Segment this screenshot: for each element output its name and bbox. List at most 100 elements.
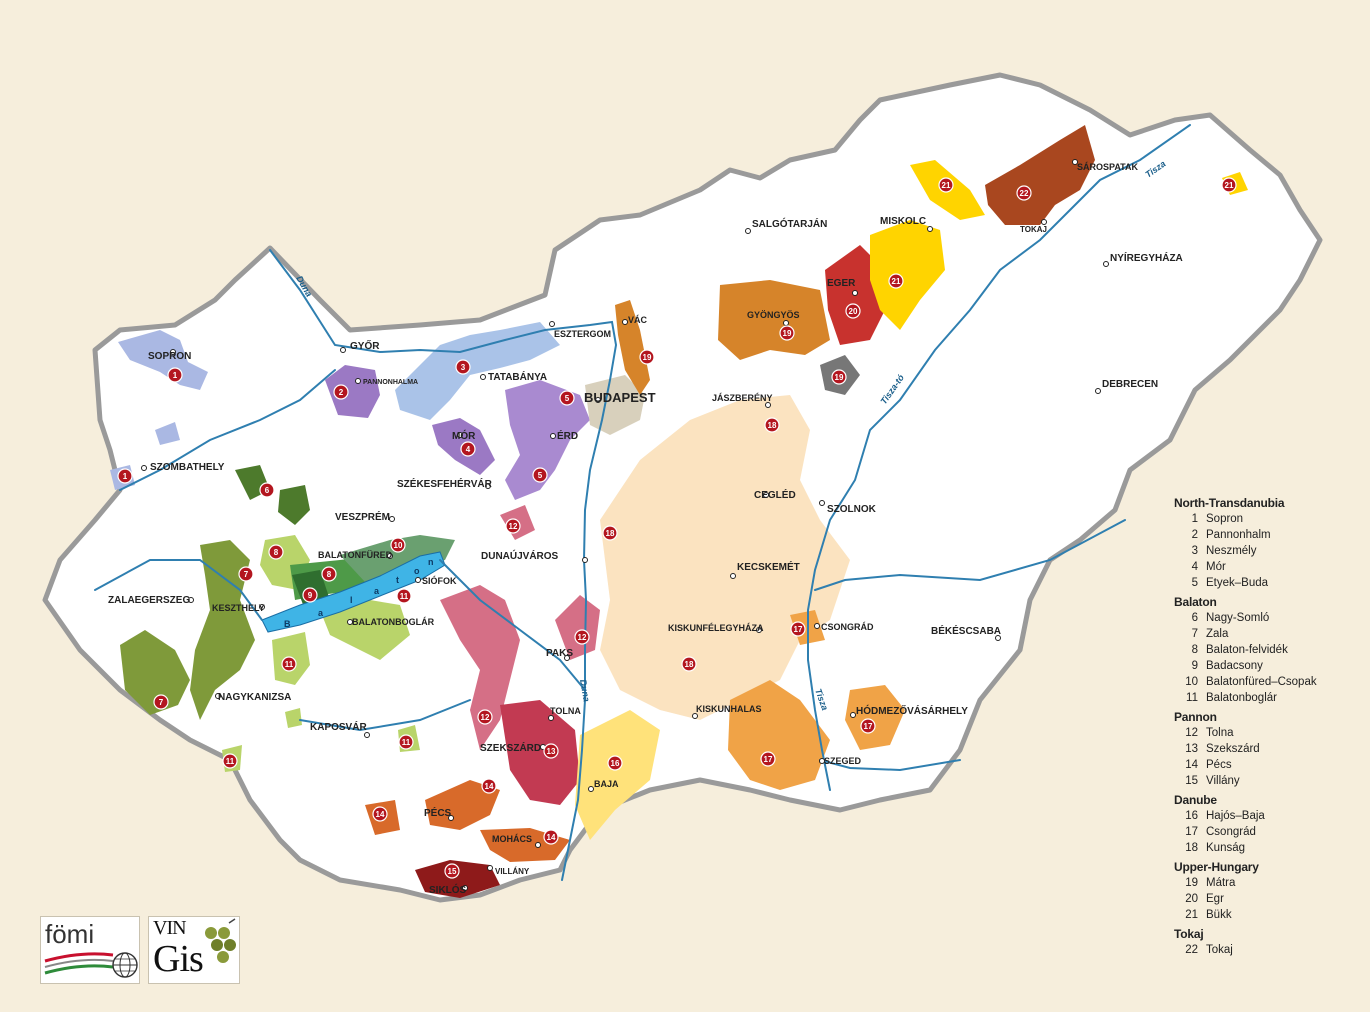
- region-marker[interactable]: 11: [222, 753, 238, 769]
- svg-text:14: 14: [547, 833, 556, 842]
- legend-item: 12 Tolna: [1174, 725, 1354, 741]
- legend-item: 18 Kunság: [1174, 840, 1354, 856]
- legend-group-title: Upper-Hungary: [1174, 860, 1259, 874]
- legend-item-number: 16: [1185, 810, 1198, 822]
- fomi-logo: fömi: [40, 916, 140, 984]
- region-marker[interactable]: 17: [860, 718, 876, 734]
- svg-text:1: 1: [173, 371, 178, 380]
- river-kapos: [299, 699, 471, 732]
- legend-item-number: 18: [1185, 842, 1198, 854]
- region-marker[interactable]: 21: [1221, 177, 1237, 193]
- legend-item-name: Balatonboglár: [1206, 692, 1277, 704]
- city-veszprem: VESZPRÉM: [335, 510, 390, 523]
- region-marker[interactable]: 3: [455, 359, 471, 375]
- legend-item-number: 2: [1191, 529, 1198, 541]
- region-etyek: [505, 380, 590, 500]
- legend-item-name: Nagy-Somló: [1206, 612, 1270, 624]
- legend-item-number: 20: [1185, 893, 1198, 905]
- region-marker[interactable]: 8: [268, 544, 284, 560]
- region-marker[interactable]: 1: [117, 468, 133, 484]
- svg-text:15: 15: [448, 867, 457, 876]
- svg-text:11: 11: [285, 660, 294, 669]
- city-szeged: SZEGED: [824, 756, 862, 766]
- city-mor: MÓR: [452, 429, 476, 442]
- legend-item: 9 Badacsony: [1174, 658, 1354, 674]
- wine-region-patches: [110, 125, 1248, 898]
- city-nagykanizsa: NAGYKANIZSA: [218, 692, 291, 703]
- region-marker[interactable]: 12: [477, 709, 493, 725]
- svg-text:17: 17: [794, 625, 803, 634]
- region-marker[interactable]: 21: [888, 273, 904, 289]
- city-gyor: GYŐR: [350, 339, 380, 352]
- region-marker[interactable]: 7: [153, 694, 169, 710]
- region-marker[interactable]: 19: [779, 325, 795, 341]
- legend-group-title: Tokaj: [1174, 927, 1204, 941]
- region-hajos: [575, 710, 660, 840]
- region-marker[interactable]: 21: [938, 177, 954, 193]
- region-marker[interactable]: 11: [396, 588, 412, 604]
- region-marker[interactable]: 11: [398, 734, 414, 750]
- vingis-logo-vin: VIN: [153, 917, 187, 939]
- legend-item: 3 Neszmély: [1174, 543, 1354, 559]
- lake-letter: n: [428, 557, 434, 567]
- svg-text:12: 12: [578, 633, 587, 642]
- svg-text:9: 9: [308, 591, 313, 600]
- region-marker[interactable]: 18: [681, 656, 697, 672]
- city-villany: VILLÁNY: [495, 867, 530, 876]
- region-marker[interactable]: 4: [460, 441, 476, 457]
- legend-item-name: Bükk: [1206, 909, 1232, 921]
- region-marker[interactable]: 5: [559, 390, 575, 406]
- region-marker[interactable]: 14: [543, 829, 559, 845]
- legend-item: 4 Mór: [1174, 559, 1354, 575]
- region-tokaj: [985, 125, 1095, 225]
- region-marker[interactable]: 22: [1016, 185, 1032, 201]
- legend-item-number: 10: [1185, 676, 1198, 688]
- region-marker[interactable]: 12: [574, 629, 590, 645]
- legend-item-name: Tolna: [1206, 727, 1234, 739]
- region-matra: [718, 280, 830, 360]
- region-marker[interactable]: 17: [790, 621, 806, 637]
- region-marker[interactable]: 18: [602, 525, 618, 541]
- region-marker[interactable]: 19: [831, 369, 847, 385]
- region-marker[interactable]: 18: [764, 417, 780, 433]
- city-bekescsaba: BÉKÉSCSABA: [931, 624, 1001, 637]
- legend-item: 1 Sopron: [1174, 511, 1354, 527]
- svg-text:13: 13: [547, 747, 556, 756]
- region-marker[interactable]: 12: [505, 518, 521, 534]
- region-marker[interactable]: 15: [444, 863, 460, 879]
- city-salgotarjan: SALGÓTARJÁN: [752, 217, 827, 230]
- legend-item: 19 Mátra: [1174, 875, 1354, 891]
- legend-item-name: Mátra: [1206, 877, 1236, 889]
- city-hodmezovasarhely: HÓDMEZŐVÁSÁRHELY: [856, 704, 968, 717]
- city-esztergom: ESZTERGOM: [554, 329, 611, 339]
- region-marker[interactable]: 5: [532, 467, 548, 483]
- legend-item-name: Pannonhalm: [1206, 529, 1271, 541]
- region-marker[interactable]: 6: [259, 482, 275, 498]
- region-marker[interactable]: 10: [390, 537, 406, 553]
- city-kiskunhalas: KISKUNHALAS: [696, 704, 762, 714]
- svg-text:2: 2: [339, 388, 344, 397]
- vingis-logo: VIN Gis: [148, 916, 240, 984]
- region-marker[interactable]: 19: [639, 349, 655, 365]
- region-marker[interactable]: 9: [302, 587, 318, 603]
- region-marker[interactable]: 11: [281, 656, 297, 672]
- legend-item-name: Szekszárd: [1206, 743, 1260, 755]
- region-marker[interactable]: 16: [607, 755, 623, 771]
- region-marker[interactable]: 8: [321, 566, 337, 582]
- region-marker[interactable]: 7: [238, 566, 254, 582]
- region-marker[interactable]: 20: [845, 303, 861, 319]
- river-zala: [94, 559, 263, 621]
- legend-item-number: 7: [1191, 628, 1198, 640]
- region-marker[interactable]: 17: [760, 751, 776, 767]
- legend-item: 13 Szekszárd: [1174, 741, 1354, 757]
- region-marker[interactable]: 2: [333, 384, 349, 400]
- region-marker[interactable]: 1: [167, 367, 183, 383]
- grape-cluster-icon: [205, 918, 236, 963]
- region-szekszard: [500, 700, 580, 805]
- lake-letter: a: [374, 586, 380, 596]
- region-marker[interactable]: 13: [543, 743, 559, 759]
- region-marker[interactable]: 14: [372, 806, 388, 822]
- city-vac: VÁC: [628, 315, 648, 325]
- region-marker[interactable]: 14: [481, 778, 497, 794]
